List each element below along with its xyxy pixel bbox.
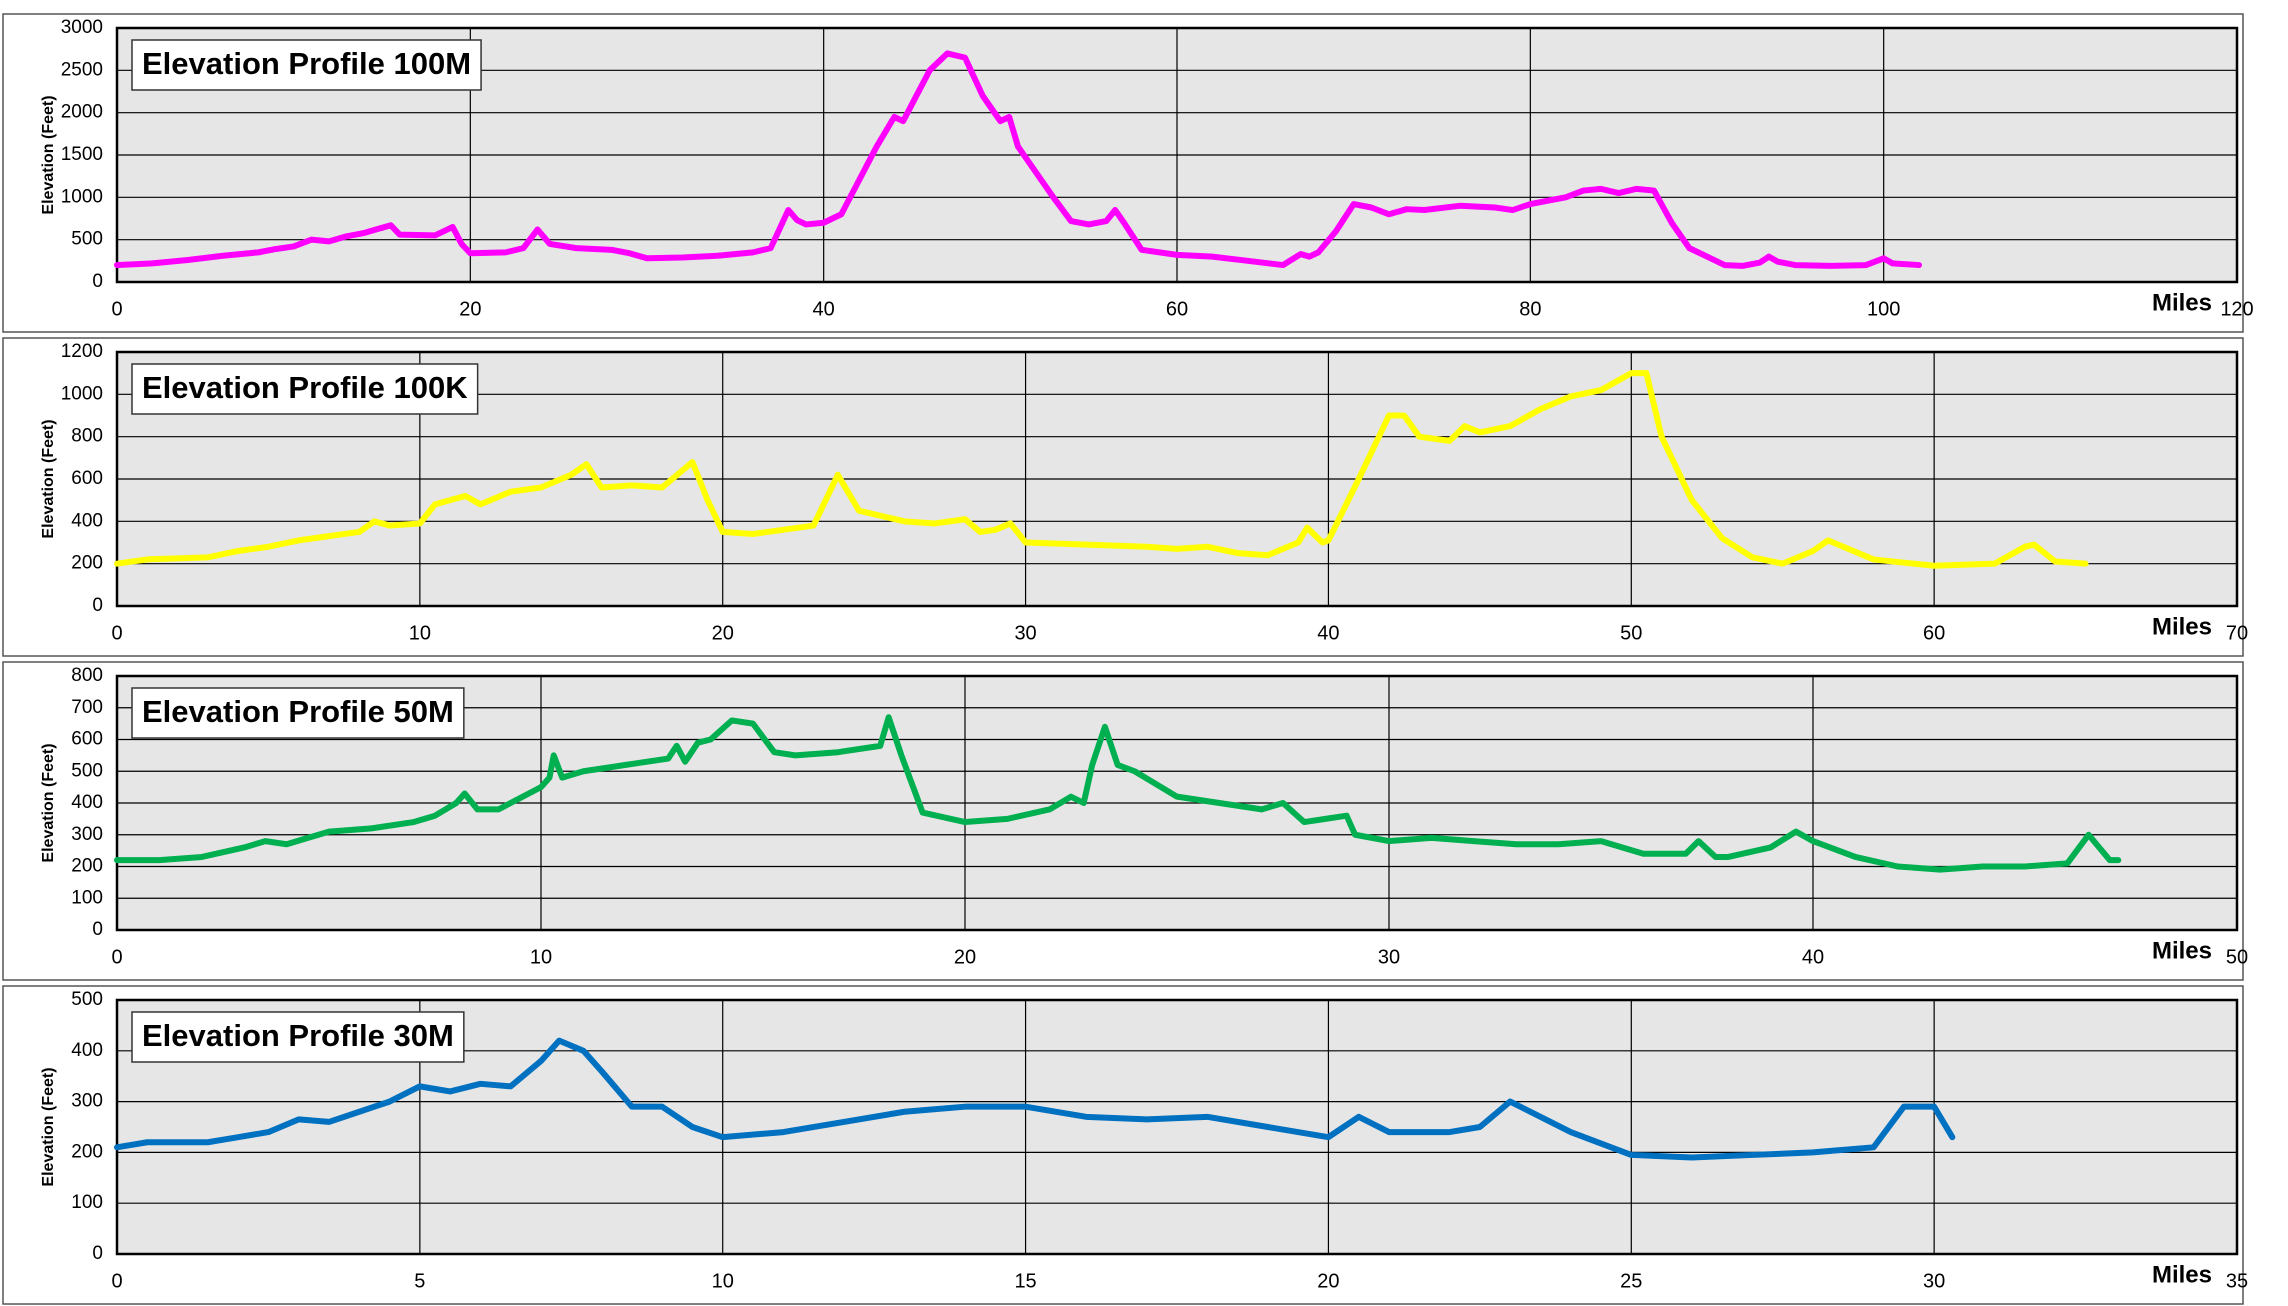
x-tick-label: 30 xyxy=(1014,622,1036,644)
y-axis-label: Elevation (Feet) xyxy=(40,95,57,214)
y-tick-label: 2000 xyxy=(61,102,103,123)
y-tick-label: 300 xyxy=(71,824,103,845)
y-tick-label: 100 xyxy=(71,887,103,908)
x-tick-label: 5 xyxy=(414,1270,425,1292)
x-tick-label: 25 xyxy=(1620,1270,1642,1292)
y-tick-label: 400 xyxy=(71,1040,103,1061)
y-tick-label: 400 xyxy=(71,510,103,531)
x-tick-label: 80 xyxy=(1519,298,1541,320)
x-tick-label: 30 xyxy=(1923,1270,1945,1292)
y-tick-label: 0 xyxy=(92,1243,103,1264)
y-tick-label: 700 xyxy=(71,697,103,718)
y-tick-label: 2500 xyxy=(61,59,103,80)
y-tick-label: 600 xyxy=(71,468,103,489)
title-box xyxy=(131,363,479,415)
x-tick-label: 20 xyxy=(1317,1270,1339,1292)
chart-title: Elevation Profile 100M xyxy=(142,46,471,81)
x-tick-label: 60 xyxy=(1923,622,1945,644)
x-axis-label: Miles xyxy=(2152,613,2212,640)
y-tick-label: 800 xyxy=(71,426,103,447)
x-tick-label: 10 xyxy=(530,946,552,968)
y-tick-label: 0 xyxy=(92,271,103,292)
x-tick-label: 50 xyxy=(2226,946,2248,968)
elevation-line xyxy=(114,714,2122,873)
title-box xyxy=(131,687,465,739)
plot-area xyxy=(117,1000,2237,1254)
plot-border xyxy=(115,350,2239,608)
y-tick-label: 1000 xyxy=(61,186,103,207)
elevation-line xyxy=(114,1037,1956,1161)
x-tick-label: 120 xyxy=(2220,298,2253,320)
y-tick-label: 1500 xyxy=(61,144,103,165)
y-tick-label: 0 xyxy=(92,919,103,940)
y-axis-label: Elevation (Feet) xyxy=(40,419,57,538)
x-tick-label: 10 xyxy=(409,622,431,644)
x-tick-label: 15 xyxy=(1014,1270,1036,1292)
y-tick-label: 200 xyxy=(71,553,103,574)
plot-border xyxy=(115,998,2239,1256)
y-axis-label: Elevation (Feet) xyxy=(40,1067,57,1186)
y-tick-label: 200 xyxy=(71,1141,103,1162)
y-axis-label: Elevation (Feet) xyxy=(40,743,57,862)
plot-border xyxy=(115,674,2239,932)
chart-panel: 0 100 200 300 400 500 600 700 800 0 10 20 30 40 50 Mile… xyxy=(2,661,2248,981)
elevation-line xyxy=(114,370,2089,569)
y-tick-label: 500 xyxy=(71,229,103,250)
x-tick-label: 20 xyxy=(954,946,976,968)
y-tick-label: 0 xyxy=(92,595,103,616)
x-tick-label: 20 xyxy=(459,298,481,320)
y-tick-label: 300 xyxy=(71,1091,103,1112)
x-tick-label: 30 xyxy=(1378,946,1400,968)
x-tick-label: 70 xyxy=(2226,622,2248,644)
y-tick-label: 500 xyxy=(71,989,103,1010)
x-tick-label: 35 xyxy=(2226,1270,2248,1292)
x-tick-label: 0 xyxy=(111,1270,122,1292)
chart-title: Elevation Profile 100K xyxy=(142,370,468,405)
chart-panel: 0 500 1000 1500 2000 2500 3000 0 20 40 60 80 100 120 M… xyxy=(2,13,2254,333)
chart-title: Elevation Profile 30M xyxy=(142,1018,454,1053)
chart-title: Elevation Profile 50M xyxy=(142,694,454,729)
y-tick-label: 400 xyxy=(71,792,103,813)
x-tick-label: 40 xyxy=(1802,946,1824,968)
y-tick-label: 1200 xyxy=(61,341,103,362)
y-tick-label: 200 xyxy=(71,856,103,877)
title-box xyxy=(131,1011,465,1063)
chart-panel: 0 200 400 600 800 1000 1200 0 10 20 30 40 50 60 70 Mile… xyxy=(2,337,2248,657)
x-axis-label: Miles xyxy=(2152,1261,2212,1288)
y-tick-label: 800 xyxy=(71,665,103,686)
y-tick-label: 100 xyxy=(71,1192,103,1213)
x-tick-label: 0 xyxy=(111,946,122,968)
elevation-line xyxy=(114,50,1922,269)
x-axis-label: Miles xyxy=(2152,289,2212,316)
y-tick-label: 500 xyxy=(71,760,103,781)
title-box xyxy=(131,39,482,91)
x-tick-label: 40 xyxy=(813,298,835,320)
x-axis-label: Miles xyxy=(2152,937,2212,964)
y-tick-label: 600 xyxy=(71,729,103,750)
x-tick-label: 10 xyxy=(712,1270,734,1292)
y-tick-label: 1000 xyxy=(61,383,103,404)
x-tick-label: 0 xyxy=(111,298,122,320)
x-tick-label: 60 xyxy=(1166,298,1188,320)
y-tick-label: 3000 xyxy=(61,17,103,38)
x-tick-label: 100 xyxy=(1867,298,1900,320)
x-tick-label: 40 xyxy=(1317,622,1339,644)
plot-border xyxy=(115,26,2239,284)
x-tick-label: 20 xyxy=(712,622,734,644)
chart-panel: 0 100 200 300 400 500 0 5 10 15 20 25 30 35 Miles Eleva… xyxy=(2,985,2248,1305)
x-tick-label: 0 xyxy=(111,622,122,644)
x-tick-label: 50 xyxy=(1620,622,1642,644)
